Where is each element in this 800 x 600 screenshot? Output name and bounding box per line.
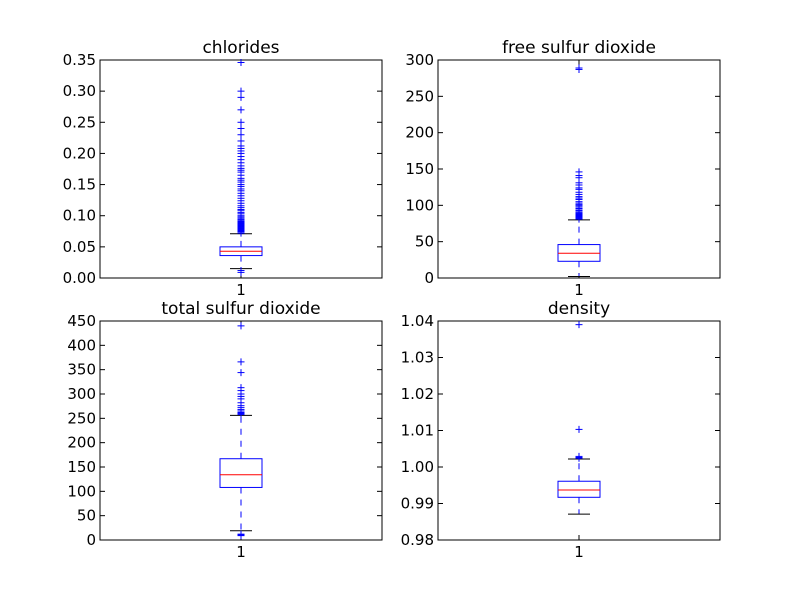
y-tick-label: 0.98 [401,531,434,549]
y-tick-label: 1.02 [401,385,434,403]
flier-marker [237,369,245,377]
flier-marker [237,87,245,95]
y-tick-label: 100 [67,482,96,500]
flier-marker [237,384,245,392]
y-tick-label: 350 [67,361,96,379]
flier-marker [575,321,583,329]
y-tick-label: 50 [415,233,434,251]
flier-marker [237,93,245,101]
flier-marker [237,137,245,145]
y-tick-label: 200 [405,124,434,142]
flier-marker [237,267,245,275]
flier-marker [575,425,583,433]
flier-marker [237,358,245,366]
box-iqr [219,458,263,488]
flier-marker [237,131,245,139]
flier-marker [237,530,245,538]
y-tick-label: 1.01 [401,422,434,440]
y-tick-label: 200 [67,434,96,452]
x-tick-label: 1 [236,281,246,299]
subplot-3: total sulfur dioxide 0 50 100 150 200 250 300 35… [67,299,383,561]
y-tick-label: 100 [405,196,434,214]
y-tick-label: 150 [67,458,96,476]
y-tick-label: 1.00 [401,458,434,476]
y-tick-label: 1.04 [401,312,434,330]
flier-marker [237,106,245,114]
y-tick-label: 0.99 [401,495,434,513]
y-tick-label: 450 [67,312,96,330]
y-tick-label: 0.00 [63,269,96,287]
y-tick-label: 0.10 [63,207,96,225]
y-tick-label: 300 [67,385,96,403]
y-tick-label: 150 [405,160,434,178]
subplot-4: density 0.98 0.99 1.00 1.01 1.02 1.03 1.04 1 [401,299,721,561]
flier-marker [575,64,583,72]
y-tick-label: 0 [424,269,434,287]
y-tick-label: 0.15 [63,176,96,194]
flier-marker [237,58,245,66]
subplot-2: free sulfur dioxide 0 50 100 150 200 250 300 1 [405,38,721,299]
flier-marker [575,452,583,460]
chart-title: free sulfur dioxide [502,38,656,58]
x-tick-label: 1 [574,281,584,299]
y-tick-label: 250 [405,87,434,105]
y-tick-label: 0.25 [63,113,96,131]
y-tick-label: 1.03 [401,349,434,367]
subplot-1: chlorides 0.00 0.05 0.10 0.15 0.20 0.25 0.30 0.3… [63,38,383,299]
y-tick-label: 50 [77,507,96,525]
flier-marker [237,125,245,133]
chart-title: total sulfur dioxide [161,299,320,319]
y-tick-label: 250 [67,409,96,427]
y-tick-label: 0.05 [63,238,96,256]
y-tick-label: 300 [405,51,434,69]
y-tick-label: 0.35 [63,51,96,69]
y-tick-label: 0 [86,531,96,549]
y-tick-label: 0.30 [63,82,96,100]
chart-title: chlorides [202,38,279,58]
flier-marker [575,168,583,176]
box-iqr [557,480,601,498]
chart-title: density [548,299,610,319]
flier-marker [237,118,245,126]
flier-marker [237,322,245,330]
x-tick-label: 1 [574,543,584,561]
y-tick-label: 0.20 [63,144,96,162]
y-tick-label: 400 [67,336,96,354]
x-tick-label: 1 [236,543,246,561]
